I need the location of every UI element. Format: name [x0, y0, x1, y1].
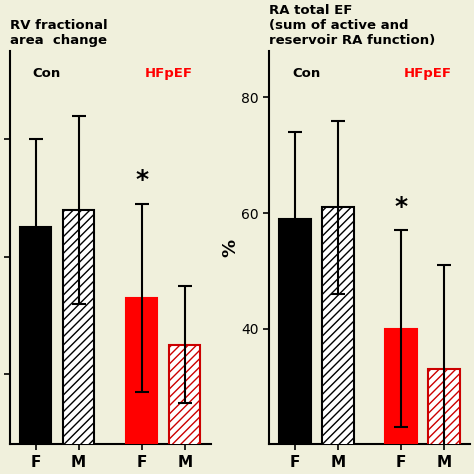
Text: HFpEF: HFpEF [145, 67, 192, 80]
Text: Con: Con [292, 67, 320, 80]
Bar [63, 210, 94, 474]
Text: HFpEF: HFpEF [404, 67, 452, 80]
Bar [322, 207, 354, 474]
Text: RV fractional
area  change: RV fractional area change [10, 19, 107, 47]
Bar [20, 227, 51, 474]
Bar [279, 219, 310, 474]
Bar [428, 369, 460, 474]
Text: RA total EF
(sum of active and
reservoir RA function): RA total EF (sum of active and reservoir… [269, 4, 435, 47]
Text: *: * [135, 168, 148, 192]
Bar [126, 298, 157, 474]
Bar [169, 345, 201, 474]
Bar [385, 329, 417, 474]
Text: *: * [394, 195, 408, 219]
Text: Con: Con [33, 67, 61, 80]
Y-axis label: %: % [222, 239, 240, 257]
